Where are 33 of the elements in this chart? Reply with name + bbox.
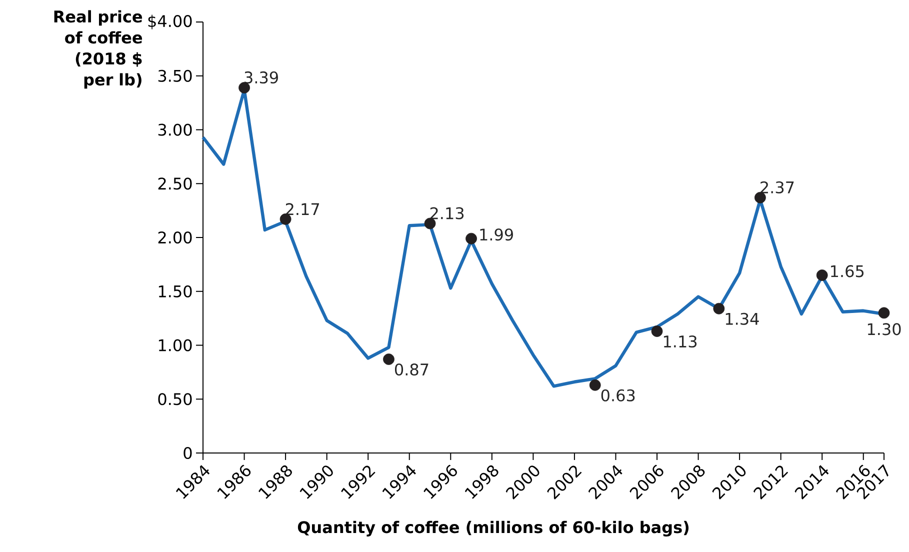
- point: [754, 192, 766, 204]
- data-label: 2.13: [430, 207, 464, 220]
- point: [238, 82, 250, 94]
- y-tick-label: 1.00: [158, 339, 192, 352]
- data-label: 0.87: [394, 363, 428, 376]
- point: [878, 307, 890, 319]
- y-tick-label: 2.00: [158, 231, 192, 244]
- data-label: 1.99: [480, 228, 513, 241]
- point: [816, 270, 828, 281]
- y-tick-label: 3.00: [158, 124, 192, 136]
- y-tick-label: 1.50: [158, 285, 192, 298]
- x-axis-title: Quantity of coffee (millions of 60-kilo bags): [298, 520, 689, 536]
- data-label: 0.63: [601, 389, 635, 402]
- data-label: 2.37: [760, 181, 794, 194]
- y-tick-label: $4.00: [148, 14, 192, 30]
- point: [280, 213, 292, 225]
- point: [466, 232, 477, 244]
- y-tick-label: 3.50: [158, 70, 192, 82]
- point: [383, 354, 394, 365]
- point: [651, 326, 663, 337]
- point: [713, 302, 725, 314]
- point: [424, 218, 436, 230]
- data-label: 1.34: [726, 312, 759, 325]
- data-label: 2.17: [286, 203, 320, 215]
- data-label: 1.13: [664, 335, 697, 348]
- y-tick-label: 2.50: [158, 178, 192, 190]
- y-tick-label: 0.50: [158, 393, 192, 406]
- data-label: 1.65: [831, 265, 864, 278]
- y-tick-label: 0: [184, 446, 192, 460]
- point: [589, 379, 601, 391]
- data-label: 1.30: [868, 323, 901, 336]
- data-label: 3.39: [244, 71, 278, 84]
- y-axis-title: Real price of coffee (2018 $ per lb): [54, 10, 142, 89]
